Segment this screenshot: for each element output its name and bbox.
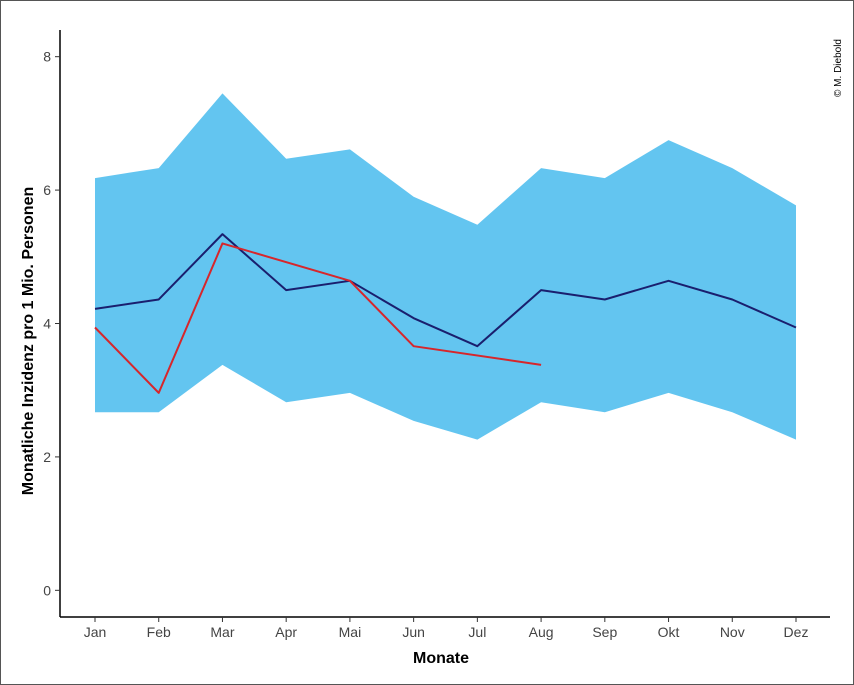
x-tick-label: Aug [529,624,554,640]
x-tick-label: Mai [339,624,362,640]
y-tick-label: 8 [43,49,51,65]
x-tick-label: Jul [468,624,486,640]
x-tick-label: Mar [210,624,234,640]
x-tick-label: Apr [275,624,297,640]
y-axis-title: Monatliche Inzidenz pro 1 Mio. Personen [20,187,37,495]
band-layer [95,93,796,440]
x-tick-label: Sep [592,624,617,640]
x-axis-title: Monate [413,650,469,667]
range-band [95,93,796,440]
line-layer [94,233,797,394]
current-series-line [94,242,542,394]
mean-series-line [94,233,797,348]
y-tick-label: 2 [43,449,51,465]
y-tick-label: 4 [43,316,51,332]
x-tick-label: Okt [658,624,680,640]
credit-label: © M. Diebold [833,39,844,97]
x-tick-label: Nov [720,624,745,640]
x-tick-label: Dez [784,624,809,640]
axis-layer: 0 2 4 6 8 Jan Feb Mar Apr Mai Jun Jul Aug Sep Okt Nov De… [43,30,830,640]
x-tick-label: Feb [147,624,171,640]
x-tick-label: Jun [402,624,425,640]
x-tick-label: Jan [84,624,107,640]
y-tick-label: 6 [43,182,51,198]
y-tick-label: 0 [43,582,51,598]
